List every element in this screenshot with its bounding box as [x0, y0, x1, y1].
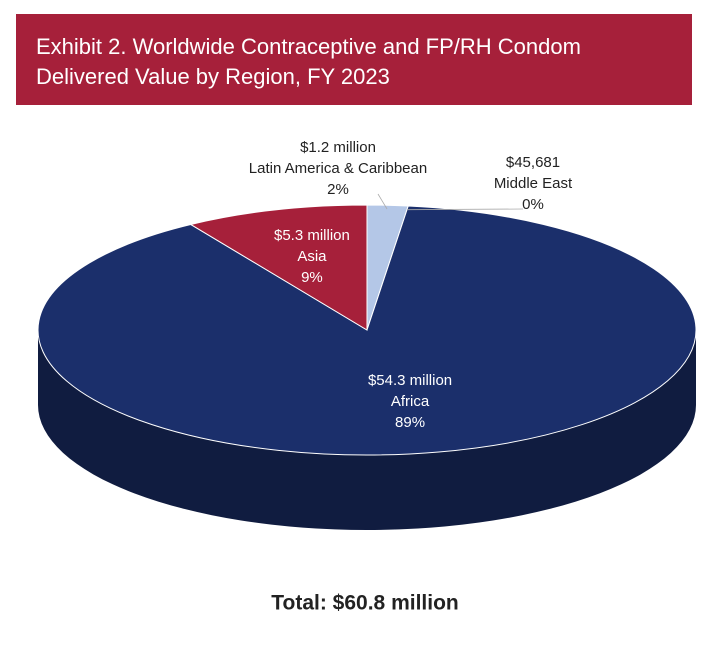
leader-line — [406, 208, 524, 211]
value-label: 0% — [522, 196, 544, 213]
value-label: 2% — [327, 181, 349, 198]
category-label: Africa — [391, 393, 430, 410]
amount-label: $54.3 million — [368, 372, 452, 389]
value-label: 9% — [301, 269, 323, 286]
category-label: Latin America & Caribbean — [249, 160, 427, 177]
value-label: 89% — [395, 414, 425, 431]
category-label: Asia — [297, 248, 327, 265]
slice-side — [38, 330, 696, 530]
category-label: Middle East — [494, 175, 573, 192]
amount-label: $45,681 — [506, 154, 560, 171]
total-label: Total: $60.8 million — [271, 592, 458, 615]
amount-label: $1.2 million — [300, 139, 376, 156]
amount-label: $5.3 million — [274, 227, 350, 244]
slice — [189, 204, 368, 331]
chart-title: Exhibit 2. Worldwide Contraceptive and F… — [36, 34, 581, 89]
title-banner: Exhibit 2. Worldwide Contraceptive and F… — [16, 14, 692, 105]
leader-line — [377, 193, 388, 210]
